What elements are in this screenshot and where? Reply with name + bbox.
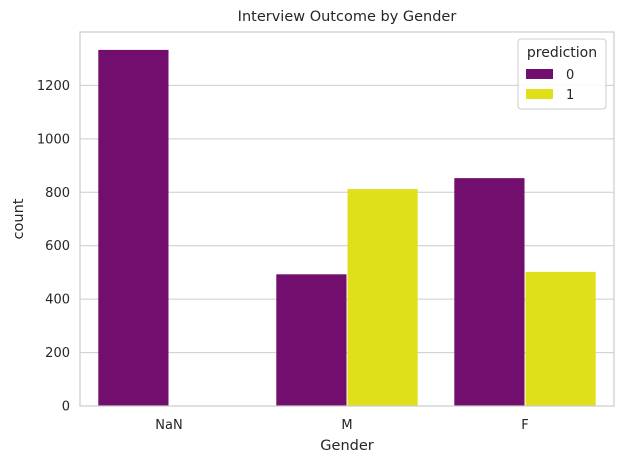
y-tick-label: 1200 [37,79,70,94]
x-tick-labels: NaN M F [155,418,528,433]
y-tick-label: 1000 [37,132,70,147]
bar-f-series-0 [454,178,525,406]
legend-label-0: 0 [566,68,574,83]
x-tick-label: F [521,418,528,433]
x-tick-label: M [341,418,352,433]
bars [98,49,596,407]
chart-title: Interview Outcome by Gender [238,9,457,25]
bar-m-series-0 [276,274,347,406]
y-tick-labels: 0 200 400 600 800 1000 1200 [37,79,70,415]
legend-label-1: 1 [566,88,574,103]
y-axis-label: count [11,198,27,239]
bar-nan-series-0 [98,49,169,407]
grid-lines [80,84,614,407]
bar-f-series-1 [525,271,596,406]
legend-title: prediction [527,45,597,61]
axes-frame [79,31,615,407]
y-tick-label: 0 [62,400,70,415]
x-tick-label: NaN [155,418,182,433]
legend-swatch-0 [526,69,553,79]
legend-items: 01 [526,68,574,103]
y-tick-label: 200 [45,346,70,361]
legend: prediction 01 [517,38,607,110]
y-tick-label: 600 [45,239,70,254]
y-tick-label: 400 [45,293,70,308]
x-axis-label: Gender [320,438,373,454]
y-tick-label: 800 [45,186,70,201]
bar-m-series-1 [347,189,418,406]
legend-swatch-1 [526,89,553,99]
